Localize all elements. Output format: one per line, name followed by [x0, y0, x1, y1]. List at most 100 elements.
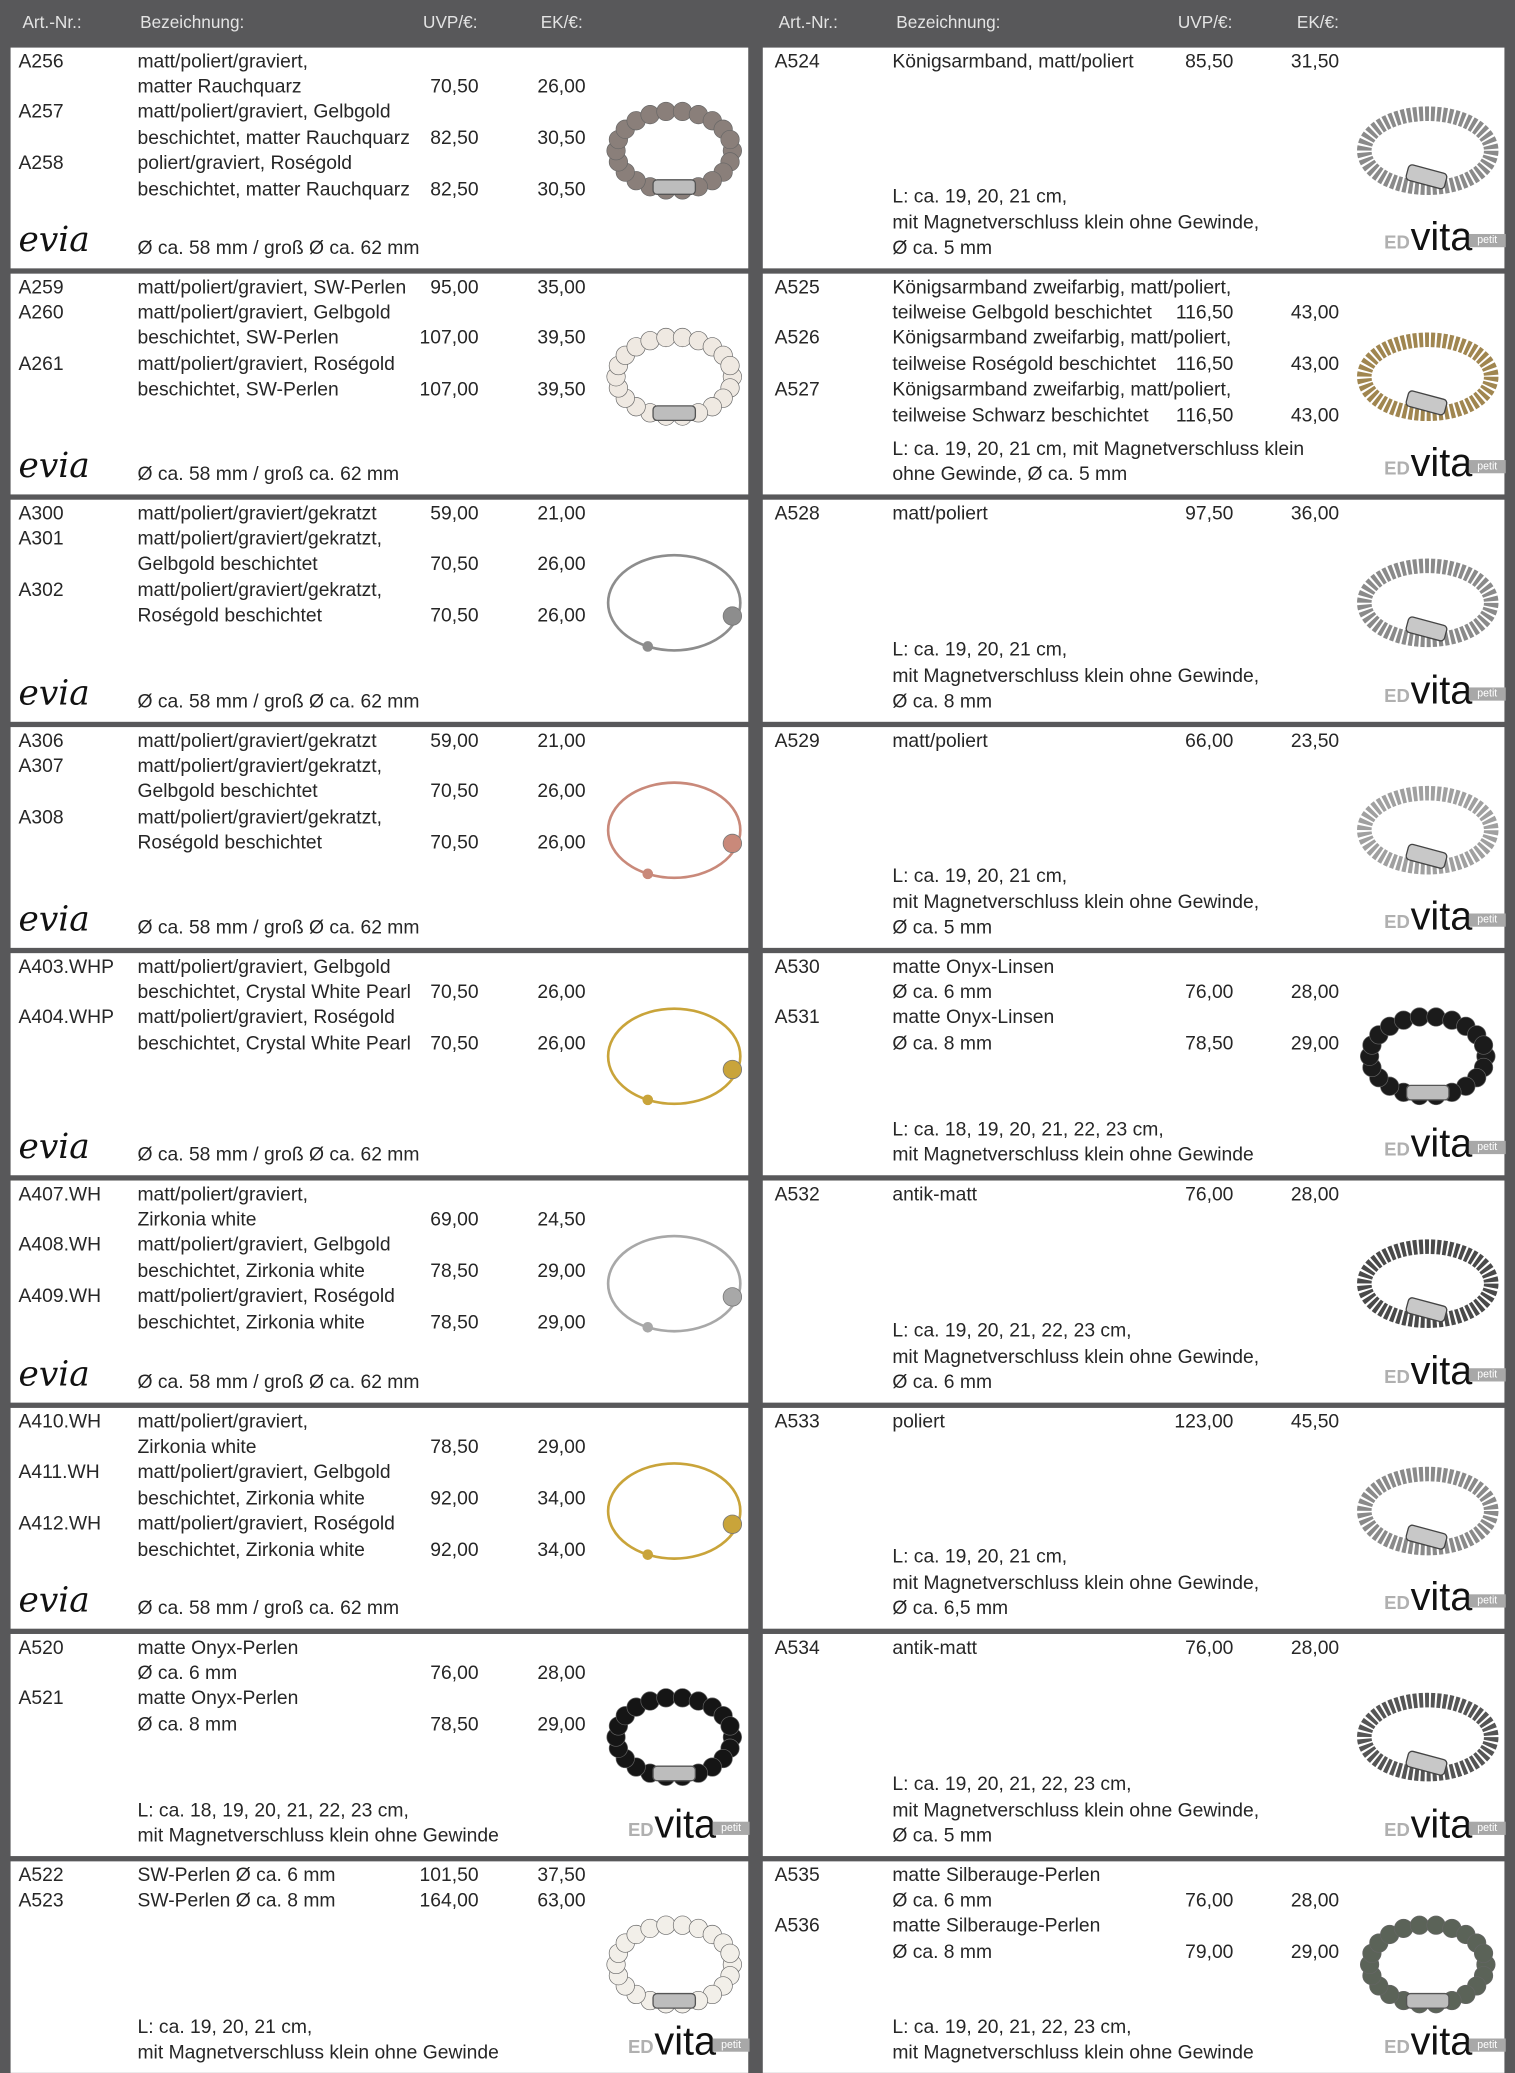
price-ek: 29,00 [537, 1436, 586, 1459]
brand-vita: vita [654, 2020, 717, 2064]
article-number: A536 [774, 1915, 820, 1938]
description: matt/poliert/graviert/gekratzt, [137, 579, 382, 602]
product-image [1359, 1915, 1496, 2014]
brand-logo: ED vita petit [1384, 442, 1506, 487]
description: Gelbgold beschichtet [137, 554, 318, 576]
size-info: mit Magnetverschluss klein ohne Gewinde [892, 1144, 1254, 1166]
price-ek: 35,00 [537, 276, 586, 299]
bead [720, 129, 740, 150]
price-ek: 37,50 [537, 1864, 586, 1886]
size-info: mit Magnetverschluss klein ohne Gewinde, [892, 1800, 1260, 1822]
brand-logo: ED vita petit [1384, 669, 1506, 714]
description: matt/poliert/graviert, SW-Perlen [137, 276, 407, 299]
clasp [1405, 1992, 1450, 2009]
price-ek: 24,50 [537, 1209, 586, 1231]
price-uvp: 59,00 [430, 503, 479, 525]
price-uvp: 76,00 [1185, 1183, 1234, 1205]
price-ek: 43,00 [1290, 405, 1340, 427]
description: matt/poliert/graviert, [137, 1411, 308, 1433]
bead [656, 1915, 676, 1935]
price-ek: 45,50 [1290, 1411, 1340, 1433]
clasp [652, 405, 697, 422]
bangle [606, 1007, 742, 1106]
description: matt/poliert/graviert, Roségold [137, 1513, 395, 1535]
chain [1357, 332, 1499, 422]
description: matt/poliert/graviert, Gelbgold [137, 956, 391, 978]
product-panel: A524 Königsarmband, matt/poliert 85,50 31,5… [762, 47, 1506, 269]
description: Zirkonia white [137, 1436, 257, 1459]
price-uvp: 116,50 [1175, 353, 1234, 376]
description: beschichtet, matter Rauchquarz [137, 179, 410, 201]
product-image [606, 101, 742, 200]
description: matt/poliert [892, 730, 988, 752]
bead [640, 105, 660, 125]
size-info: mit Magnetverschluss klein ohne Gewinde, [892, 891, 1260, 913]
price-uvp: 78,50 [430, 1260, 479, 1282]
product-image [1357, 1692, 1499, 1782]
brand-ed: ED [627, 1819, 654, 1841]
description: beschichtet, Crystal White Pearl [137, 982, 411, 1004]
brand-vita: vita [654, 1803, 717, 1847]
size-info: Ø ca. 58 mm / groß Ø ca. 62 mm [137, 1372, 420, 1394]
description: Ø ca. 6 mm [137, 1662, 238, 1685]
article-number: A259 [18, 276, 64, 299]
article-number: A522 [18, 1864, 64, 1886]
charm [722, 606, 743, 626]
price-ek: 28,00 [537, 1662, 586, 1685]
column-header: UVP/€: [423, 11, 478, 32]
product-image [606, 1915, 742, 2014]
price-uvp: 70,50 [430, 76, 479, 98]
size-info: L: ca. 19, 20, 21 cm, [137, 2016, 313, 2038]
size-info: Ø ca. 6,5 mm [892, 1598, 1009, 1620]
clasp [1405, 1084, 1450, 1101]
size-info: L: ca. 19, 20, 21, 22, 23 cm, [892, 2016, 1132, 2038]
description: matt/poliert/graviert, [137, 1183, 308, 1205]
price-ek: 43,00 [1290, 302, 1340, 324]
bead [1409, 1915, 1430, 1935]
product-image [606, 1462, 743, 1560]
clasp [652, 1765, 697, 1782]
description: matte Onyx-Linsen [892, 956, 1055, 978]
price-ek: 26,00 [537, 76, 586, 98]
size-info: Ø ca. 58 mm / groß Ø ca. 62 mm [137, 691, 420, 713]
chain [1357, 1239, 1499, 1328]
article-number: A527 [774, 379, 820, 401]
price-ek: 31,50 [1290, 50, 1340, 73]
bead [672, 1688, 693, 1708]
charm [722, 833, 743, 854]
description: teilweise Roségold beschichtet [892, 353, 1157, 376]
description: matt/poliert/graviert, Gelbgold [137, 1235, 391, 1257]
brand-logo: ED vita petit [1384, 1576, 1506, 1621]
product-panel: A306 matt/poliert/graviert/gekratzt 59,00 2… [10, 727, 749, 948]
bead [1394, 1010, 1414, 1030]
article-number: A532 [774, 1183, 820, 1205]
product-panel: A535 matte Silberauge-Perlen Ø ca. 6 mm 76,… [762, 1861, 1506, 2073]
brand-vita: vita [1410, 668, 1473, 713]
price-uvp: 85,50 [1185, 50, 1234, 73]
price-uvp: 70,50 [430, 554, 479, 576]
article-number: A528 [774, 503, 820, 525]
article-number: A307 [18, 756, 64, 778]
description: matt/poliert/graviert/gekratzt, [137, 807, 382, 829]
clasp [1405, 843, 1448, 869]
bangle [606, 1462, 742, 1560]
price-ek: 30,50 [537, 179, 586, 201]
bangle [606, 553, 742, 652]
price-ek: 29,00 [1290, 1941, 1340, 1963]
size-info: Ø ca. 5 mm [892, 1825, 993, 1847]
price-uvp: 78,50 [430, 1714, 479, 1736]
price-ek: 39,50 [537, 379, 586, 401]
product-image [606, 1007, 743, 1106]
brand-ed: ED [1384, 1591, 1410, 1613]
bangle [606, 1234, 742, 1333]
article-number: A412.WH [18, 1513, 102, 1535]
price-uvp: 107,00 [419, 328, 479, 350]
column-header: Bezeichnung: [140, 11, 245, 32]
brand-logo: evia [18, 446, 90, 487]
brand-vita: vita [1410, 441, 1473, 486]
article-number: A300 [18, 503, 64, 525]
brand-ed: ED [1384, 1138, 1410, 1160]
description: beschichtet, Zirkonia white [137, 1539, 365, 1561]
article-number: A411.WH [18, 1462, 100, 1484]
clasp [1405, 1297, 1448, 1323]
